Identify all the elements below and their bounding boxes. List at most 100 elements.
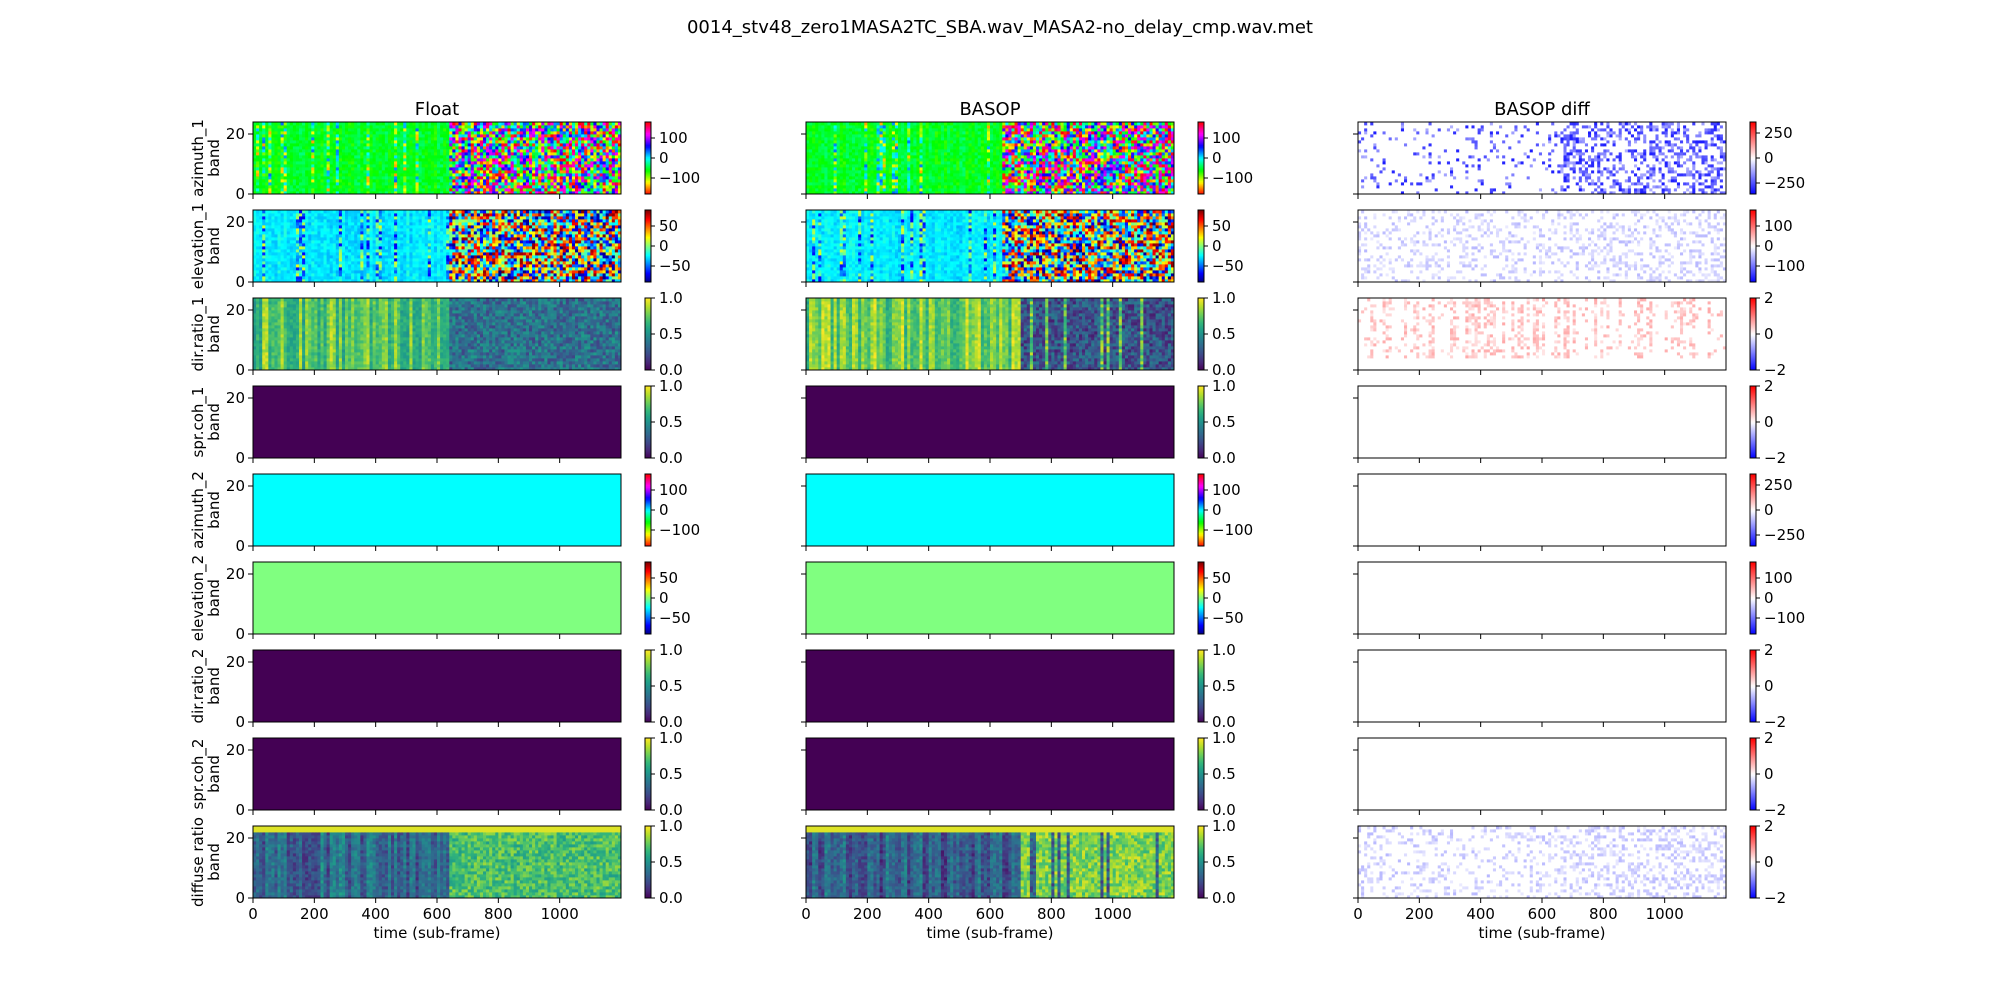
heatmap-cell bbox=[302, 188, 305, 191]
heatmap-cell bbox=[412, 140, 415, 143]
heatmap-cell bbox=[425, 170, 428, 173]
heatmap-cell bbox=[492, 185, 495, 188]
heatmap-cell bbox=[305, 179, 308, 182]
heatmap-cell bbox=[587, 146, 590, 149]
heatmap-cell bbox=[446, 155, 449, 158]
heatmap-cell bbox=[498, 164, 501, 167]
heatmap-cell bbox=[434, 152, 437, 155]
heatmap-cell bbox=[394, 152, 397, 155]
heatmap-cell bbox=[317, 173, 320, 176]
heatmap-cell bbox=[305, 140, 308, 143]
heatmap-cell bbox=[452, 170, 455, 173]
heatmap-cell bbox=[360, 149, 363, 152]
heatmap-cell bbox=[342, 173, 345, 176]
heatmap-cell bbox=[330, 185, 333, 188]
heatmap-cell bbox=[603, 182, 606, 185]
heatmap-cell bbox=[569, 161, 572, 164]
heatmap-cell bbox=[397, 182, 400, 185]
heatmap-cell bbox=[345, 164, 348, 167]
heatmap-cell bbox=[538, 182, 541, 185]
heatmap-cell bbox=[550, 143, 553, 146]
heatmap-cell bbox=[504, 158, 507, 161]
heatmap-cell bbox=[511, 155, 514, 158]
heatmap-cell bbox=[514, 158, 517, 161]
heatmap-cell bbox=[290, 143, 293, 146]
heatmap-cell bbox=[330, 182, 333, 185]
heatmap-cell bbox=[357, 146, 360, 149]
heatmap-cell bbox=[554, 155, 557, 158]
heatmap-cell bbox=[348, 161, 351, 164]
heatmap-cell bbox=[281, 152, 284, 155]
heatmap-cell bbox=[523, 164, 526, 167]
heatmap-cell bbox=[373, 158, 376, 161]
heatmap-cell bbox=[526, 155, 529, 158]
heatmap-cell bbox=[425, 140, 428, 143]
heatmap-cell bbox=[419, 146, 422, 149]
heatmap-cell bbox=[458, 188, 461, 191]
heatmap-cell bbox=[406, 158, 409, 161]
heatmap-cell bbox=[268, 146, 271, 149]
heatmap-cell bbox=[311, 158, 314, 161]
heatmap-cell bbox=[271, 176, 274, 179]
heatmap-cell bbox=[495, 146, 498, 149]
heatmap-cell bbox=[302, 152, 305, 155]
heatmap-cell bbox=[428, 170, 431, 173]
heatmap-cell bbox=[471, 152, 474, 155]
heatmap-cell bbox=[296, 137, 299, 140]
heatmap-cell bbox=[514, 146, 517, 149]
heatmap-cell bbox=[489, 155, 492, 158]
heatmap-cell bbox=[590, 140, 593, 143]
heatmap-cell bbox=[333, 179, 336, 182]
heatmap-cell bbox=[253, 140, 256, 143]
heatmap-cell bbox=[514, 176, 517, 179]
heatmap-cell bbox=[379, 161, 382, 164]
heatmap-cell bbox=[336, 167, 339, 170]
heatmap-cell bbox=[609, 146, 612, 149]
heatmap-cell bbox=[299, 161, 302, 164]
heatmap-cell bbox=[302, 179, 305, 182]
heatmap-cell bbox=[587, 173, 590, 176]
heatmap-cell bbox=[354, 167, 357, 170]
heatmap-cell bbox=[554, 161, 557, 164]
heatmap-cell bbox=[262, 167, 265, 170]
heatmap-cell bbox=[615, 155, 618, 158]
heatmap-cell bbox=[317, 149, 320, 152]
heatmap-cell bbox=[363, 158, 366, 161]
heatmap-cell bbox=[330, 143, 333, 146]
heatmap-cell bbox=[290, 161, 293, 164]
heatmap-cell bbox=[566, 143, 569, 146]
heatmap-cell bbox=[376, 173, 379, 176]
heatmap-cell bbox=[293, 149, 296, 152]
heatmap-cell bbox=[606, 182, 609, 185]
heatmap-cell bbox=[400, 143, 403, 146]
heatmap-cell bbox=[259, 164, 262, 167]
heatmap-cell bbox=[425, 176, 428, 179]
heatmap-cell bbox=[471, 158, 474, 161]
heatmap-cell bbox=[600, 164, 603, 167]
heatmap-cell bbox=[455, 182, 458, 185]
heatmap-cell bbox=[575, 188, 578, 191]
heatmap-cell bbox=[563, 173, 566, 176]
heatmap-cell bbox=[259, 143, 262, 146]
heatmap-cell bbox=[520, 176, 523, 179]
heatmap-cell bbox=[327, 149, 330, 152]
heatmap-cell bbox=[569, 182, 572, 185]
heatmap-cell bbox=[327, 176, 330, 179]
heatmap-cell bbox=[317, 155, 320, 158]
heatmap-cell bbox=[357, 182, 360, 185]
heatmap-cell bbox=[480, 188, 483, 191]
heatmap-cell bbox=[287, 161, 290, 164]
heatmap-cell bbox=[557, 179, 560, 182]
heatmap-cell bbox=[520, 140, 523, 143]
heatmap-cell bbox=[324, 137, 327, 140]
heatmap-cell bbox=[520, 161, 523, 164]
heatmap-cell bbox=[360, 167, 363, 170]
heatmap-cell bbox=[308, 173, 311, 176]
heatmap-cell bbox=[320, 188, 323, 191]
heatmap-cell bbox=[406, 167, 409, 170]
heatmap-cell bbox=[256, 149, 259, 152]
heatmap-cell bbox=[336, 179, 339, 182]
heatmap-cell bbox=[529, 158, 532, 161]
heatmap-cell bbox=[501, 146, 504, 149]
heatmap-cell bbox=[351, 158, 354, 161]
